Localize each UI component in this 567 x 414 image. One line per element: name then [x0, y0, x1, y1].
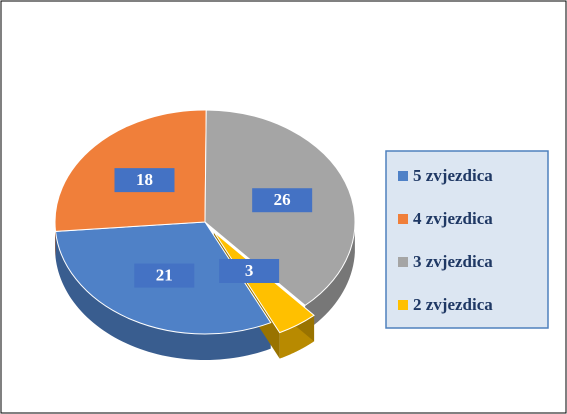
data-label-box	[252, 188, 313, 213]
data-label: 26	[274, 190, 291, 209]
legend-label: 4 zvjezdica	[413, 209, 493, 228]
data-label-box	[134, 263, 195, 288]
data-label: 18	[136, 170, 153, 189]
data-label-box	[114, 168, 175, 193]
slice-side	[55, 231, 271, 360]
data-label: 3	[245, 261, 254, 280]
legend-box	[385, 150, 549, 329]
legend-swatch	[398, 300, 408, 310]
legend-label: 5 zvjezdica	[413, 166, 493, 185]
data-label: 21	[156, 265, 173, 284]
legend-swatch	[398, 214, 408, 224]
pie-tops	[54, 109, 356, 335]
legend-swatch	[398, 171, 408, 181]
data-label-box	[219, 258, 280, 283]
legend-swatch	[398, 257, 408, 267]
legend-label: 3 zvjezdica	[413, 252, 493, 271]
legend-label: 2 zvjezdica	[413, 295, 493, 314]
slice-side	[305, 226, 355, 332]
